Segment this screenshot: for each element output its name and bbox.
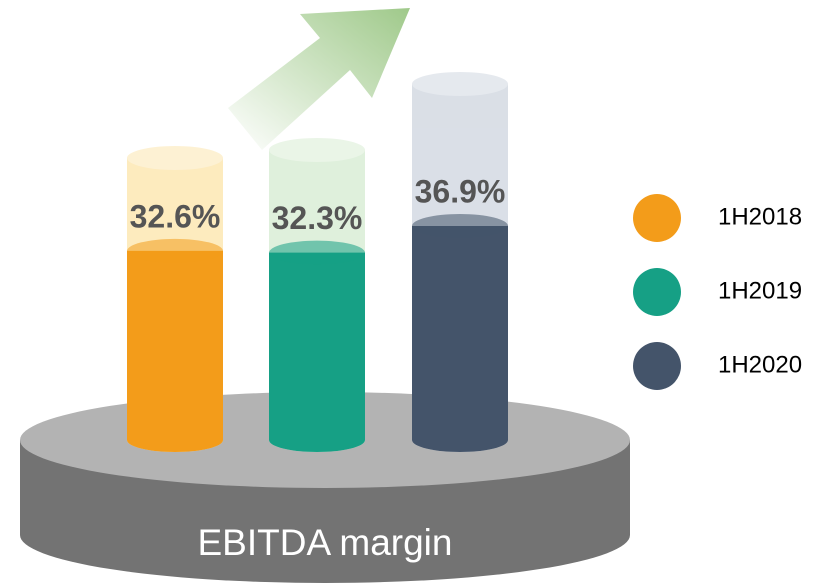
- bars: 32.6% 32.3% 36.9%: [127, 173, 508, 452]
- legend: 1H2018 1H2019 1H2020: [633, 194, 802, 390]
- axis-label: EBITDA margin: [198, 522, 453, 563]
- bar: [269, 252, 365, 452]
- bar-cap: [412, 213, 508, 238]
- growth-arrow: [228, 8, 410, 150]
- bar-cap: [269, 240, 365, 265]
- legend-swatch: [633, 342, 681, 390]
- bar-cap: [127, 238, 223, 263]
- data-label: 32.3%: [272, 200, 363, 236]
- data-label: 32.6%: [130, 198, 221, 234]
- legend-label: 1H2020: [718, 351, 802, 378]
- data-label: 36.9%: [415, 173, 506, 209]
- legend-swatch: [633, 268, 681, 316]
- legend-swatch: [633, 194, 681, 242]
- bar: [127, 250, 223, 452]
- legend-label: 1H2018: [718, 203, 802, 230]
- bar: [412, 225, 508, 452]
- legend-label: 1H2019: [718, 277, 802, 304]
